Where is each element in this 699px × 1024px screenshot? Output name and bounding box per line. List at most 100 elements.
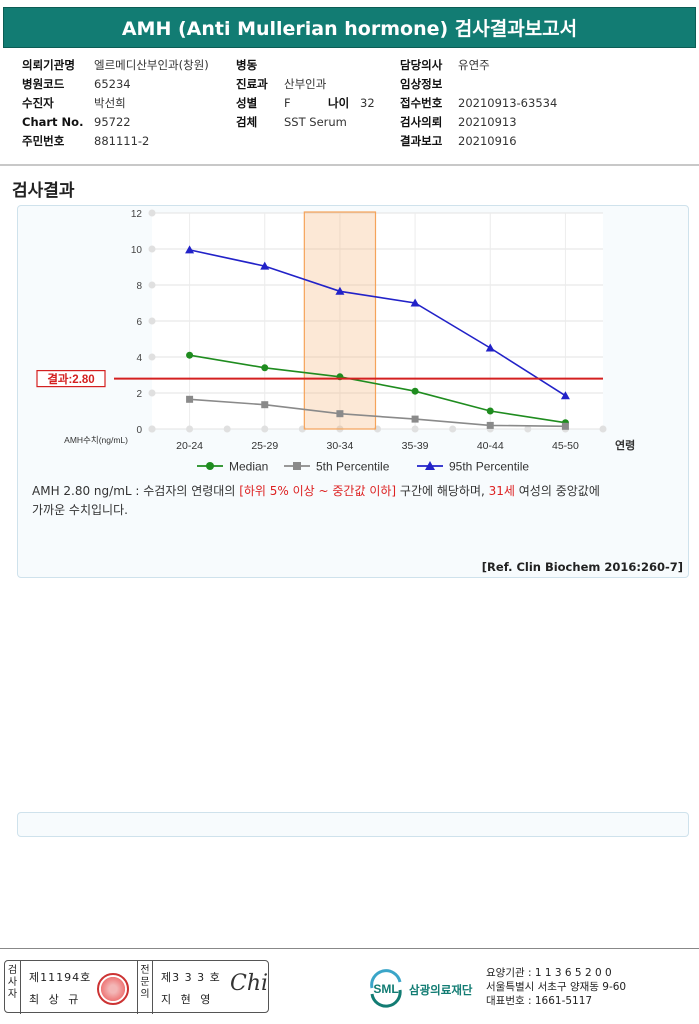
info-value: 20210913-63534 (458, 96, 558, 110)
sml-logo-icon: SML (370, 969, 402, 1008)
amh-chart: 0 2 4 6 8 10 12 20-24 25-29 30-34 35-39 40-44 45-50 연… (36, 209, 635, 474)
result-description: AMH 2.80 ng/mL : 수검자의 연령대의 [하위 5% 이상 ~ 중… (32, 482, 682, 520)
info-label: 주민번호 (22, 134, 65, 148)
info-label: 진료과 (236, 77, 268, 91)
contact-info: 요양기관 : 1 1 3 6 5 2 0 0 서울특별시 서초구 양재동 9-6… (486, 966, 626, 1008)
tick-dot (148, 317, 156, 325)
legend-marker (425, 461, 435, 470)
legend-marker (293, 462, 301, 470)
tick-dot (186, 425, 194, 433)
data-point (261, 401, 269, 409)
data-point (186, 351, 194, 359)
data-point (561, 422, 569, 430)
contact-line: 서울특별시 서초구 양재동 9-60 (486, 981, 627, 993)
data-point (560, 391, 570, 400)
data-point (261, 364, 269, 372)
data-point (410, 298, 420, 307)
data-point (486, 407, 494, 415)
y-tick-label: 4 (136, 353, 142, 364)
legend-label: Median (229, 460, 268, 474)
tick-dot (148, 245, 156, 253)
contact-line: 요양기관 : 1 1 3 6 5 2 0 0 (486, 967, 612, 979)
info-label: 검체 (236, 115, 258, 129)
age-value: 32 (360, 96, 375, 110)
y-tick-label: 6 (136, 317, 142, 328)
empty-panel (17, 812, 689, 837)
info-value: 유연주 (458, 58, 490, 72)
report-title: AMH (Anti Mullerian hormone) 검사결과보고서 (3, 7, 696, 48)
signature: Chi (230, 971, 269, 996)
tick-dot (148, 209, 156, 217)
info-value: 20210916 (458, 134, 517, 148)
tick-dot (599, 425, 607, 433)
x-tick-label: 45-50 (552, 440, 579, 452)
x-tick-label: 20-24 (176, 440, 203, 452)
tick-dot (148, 425, 156, 433)
legend-marker (206, 462, 214, 470)
data-point (336, 410, 344, 418)
specialist-number: 제3 3 3 호 (161, 971, 221, 984)
x-tick-label: 40-44 (477, 440, 504, 452)
examiner-label: 검사자 (5, 961, 21, 1014)
x-tick-label: 35-39 (402, 440, 429, 452)
info-value: 엘르메디산부인과(창원) (94, 58, 209, 72)
tick-dot (261, 425, 269, 433)
signature-box: 검사자 제11194호 최 상 규 전문의 제3 3 3 호 지 현 영 Chi (4, 960, 269, 1014)
info-label: 검사의뢰 (400, 115, 443, 129)
tick-dot (148, 389, 156, 397)
desc-text: 여성의 중앙값에 (514, 484, 600, 498)
desc-text: 구간에 해당하며, (396, 484, 489, 498)
divider (0, 164, 699, 166)
info-label: 병동 (236, 58, 258, 72)
legend-label: 95th Percentile (449, 460, 529, 474)
result-label: 결과:2.80 (47, 372, 94, 386)
info-value: 박선희 (94, 96, 126, 110)
data-point (335, 286, 345, 295)
info-label: 담당의사 (400, 58, 443, 72)
data-point (260, 261, 270, 270)
examiner-name: 최 상 규 (29, 993, 82, 1006)
y-axis-label: AMH수치(ng/mL) (64, 435, 128, 445)
data-point (411, 415, 419, 423)
y-tick-label: 10 (131, 245, 143, 256)
result-label-box (36, 370, 106, 388)
tick-dot (524, 425, 532, 433)
series-line (189, 354, 566, 424)
y-tick-label: 2 (136, 389, 142, 400)
specialist-name: 지 현 영 (161, 993, 214, 1006)
seal-icon (97, 973, 129, 1005)
info-label: 의뢰기관명 (22, 58, 75, 72)
info-value: 산부인과 (284, 77, 327, 91)
reference: [Ref. Clin Biochem 2016:260-7] (481, 560, 683, 574)
tick-dot (411, 425, 419, 433)
age-label: 나이 (328, 96, 350, 110)
tick-dot (449, 425, 457, 433)
tick-dot (223, 425, 231, 433)
series-line (189, 249, 566, 397)
info-label: 성별 (236, 96, 258, 110)
info-label: 임상정보 (400, 77, 443, 91)
y-tick-label: 12 (131, 209, 143, 220)
highlight-band (303, 211, 377, 430)
data-point (486, 421, 494, 429)
logo-mark: SML (373, 982, 398, 996)
logo-text: 삼광의료재단 (409, 983, 473, 997)
x-axis-label: 연령 (615, 438, 635, 452)
data-point (185, 245, 195, 254)
desc-range: [하위 5% 이상 ~ 중간값 이하] (239, 484, 397, 498)
legend-label: 5th Percentile (316, 460, 390, 474)
desc-age: 31세 (488, 484, 515, 498)
info-value: 20210913 (458, 115, 517, 129)
info-value: SST Serum (284, 115, 347, 129)
info-label: 접수번호 (400, 96, 443, 110)
footer-divider (0, 948, 699, 949)
data-point (485, 343, 495, 352)
specialist-label: 전문의 (137, 961, 153, 1014)
info-label: 결과보고 (400, 134, 443, 148)
info-label: 수진자 (22, 96, 54, 110)
data-point (411, 387, 419, 395)
y-tick-label: 8 (136, 281, 142, 292)
examiner-number: 제11194호 (29, 971, 92, 984)
info-value: 881111-2 (94, 134, 150, 148)
desc-text: AMH 2.80 ng/mL : 수검자의 연령대의 (32, 484, 240, 498)
